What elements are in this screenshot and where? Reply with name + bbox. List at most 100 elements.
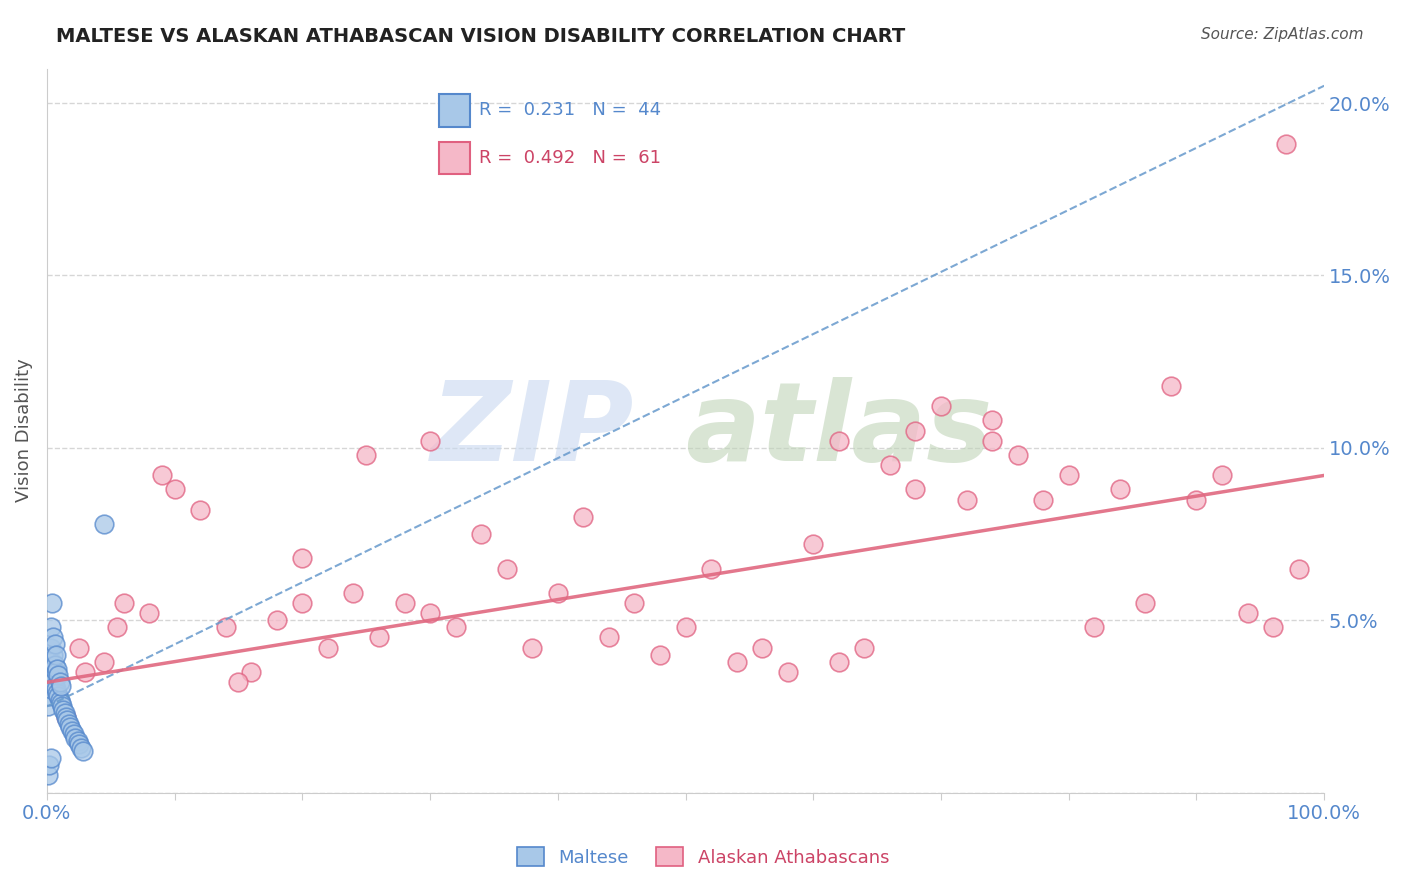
- Point: [828, 655, 851, 669]
- Text: ZIP: ZIP: [430, 377, 634, 484]
- Point: [45, 682, 67, 697]
- Point: [44, 679, 66, 693]
- Point: [66, 734, 89, 748]
- Point: [49, 696, 72, 710]
- Point: [70, 740, 93, 755]
- Point: [138, 607, 160, 621]
- Point: [879, 458, 901, 472]
- Point: [1135, 596, 1157, 610]
- Point: [53, 706, 76, 721]
- Point: [39, 620, 62, 634]
- Point: [93, 655, 115, 669]
- Point: [904, 424, 927, 438]
- Point: [188, 503, 211, 517]
- Point: [1211, 468, 1233, 483]
- Point: [470, 527, 492, 541]
- Point: [1275, 137, 1298, 152]
- Point: [48, 675, 70, 690]
- Point: [776, 665, 799, 679]
- Point: [904, 482, 927, 496]
- Point: [37, 699, 59, 714]
- Point: [51, 699, 73, 714]
- Point: [648, 648, 671, 662]
- Point: [62, 727, 84, 741]
- Point: [228, 675, 250, 690]
- Point: [42, 675, 65, 690]
- Point: [1185, 492, 1208, 507]
- Point: [623, 596, 645, 610]
- Point: [105, 620, 128, 634]
- Point: [291, 596, 314, 610]
- Point: [598, 631, 620, 645]
- Point: [1288, 561, 1310, 575]
- Point: [1083, 620, 1105, 634]
- Point: [59, 720, 82, 734]
- Point: [93, 516, 115, 531]
- Point: [58, 716, 80, 731]
- Point: [67, 640, 90, 655]
- Point: [39, 640, 62, 655]
- Point: [163, 482, 186, 496]
- Point: [55, 710, 77, 724]
- Point: [45, 648, 67, 662]
- Point: [291, 551, 314, 566]
- Point: [46, 686, 69, 700]
- Point: [981, 413, 1004, 427]
- Point: [1007, 448, 1029, 462]
- Point: [955, 492, 977, 507]
- Point: [266, 613, 288, 627]
- Legend: Maltese, Alaskan Athabascans: Maltese, Alaskan Athabascans: [510, 840, 896, 874]
- Point: [67, 738, 90, 752]
- Point: [444, 620, 467, 634]
- Point: [368, 631, 391, 645]
- Point: [342, 585, 364, 599]
- Point: [700, 561, 723, 575]
- Point: [44, 658, 66, 673]
- Point: [44, 637, 66, 651]
- Point: [38, 689, 60, 703]
- Point: [751, 640, 773, 655]
- Point: [1108, 482, 1130, 496]
- Point: [45, 665, 67, 679]
- Point: [42, 648, 65, 662]
- Point: [929, 400, 952, 414]
- Point: [55, 710, 77, 724]
- Text: MALTESE VS ALASKAN ATHABASCAN VISION DISABILITY CORRELATION CHART: MALTESE VS ALASKAN ATHABASCAN VISION DIS…: [56, 27, 905, 45]
- Point: [72, 744, 94, 758]
- Point: [853, 640, 876, 655]
- Text: Source: ZipAtlas.com: Source: ZipAtlas.com: [1201, 27, 1364, 42]
- Point: [981, 434, 1004, 448]
- Point: [316, 640, 339, 655]
- Point: [39, 682, 62, 697]
- Point: [801, 537, 824, 551]
- Point: [1236, 607, 1258, 621]
- Point: [42, 631, 65, 645]
- Point: [675, 620, 697, 634]
- Point: [150, 468, 173, 483]
- Point: [1160, 378, 1182, 392]
- Point: [1057, 468, 1080, 483]
- Point: [75, 665, 97, 679]
- Point: [725, 655, 748, 669]
- Point: [48, 692, 70, 706]
- Point: [48, 668, 70, 682]
- Point: [37, 768, 59, 782]
- Point: [572, 509, 595, 524]
- Point: [828, 434, 851, 448]
- Point: [41, 655, 63, 669]
- Point: [38, 758, 60, 772]
- Point: [38, 665, 60, 679]
- Point: [419, 607, 441, 621]
- Point: [56, 713, 79, 727]
- Point: [522, 640, 544, 655]
- Point: [240, 665, 263, 679]
- Point: [41, 596, 63, 610]
- Point: [419, 434, 441, 448]
- Point: [41, 672, 63, 686]
- Y-axis label: Vision Disability: Vision Disability: [15, 359, 32, 502]
- Text: atlas: atlas: [685, 377, 993, 484]
- Point: [1032, 492, 1054, 507]
- Point: [63, 731, 86, 745]
- Point: [46, 661, 69, 675]
- Point: [112, 596, 135, 610]
